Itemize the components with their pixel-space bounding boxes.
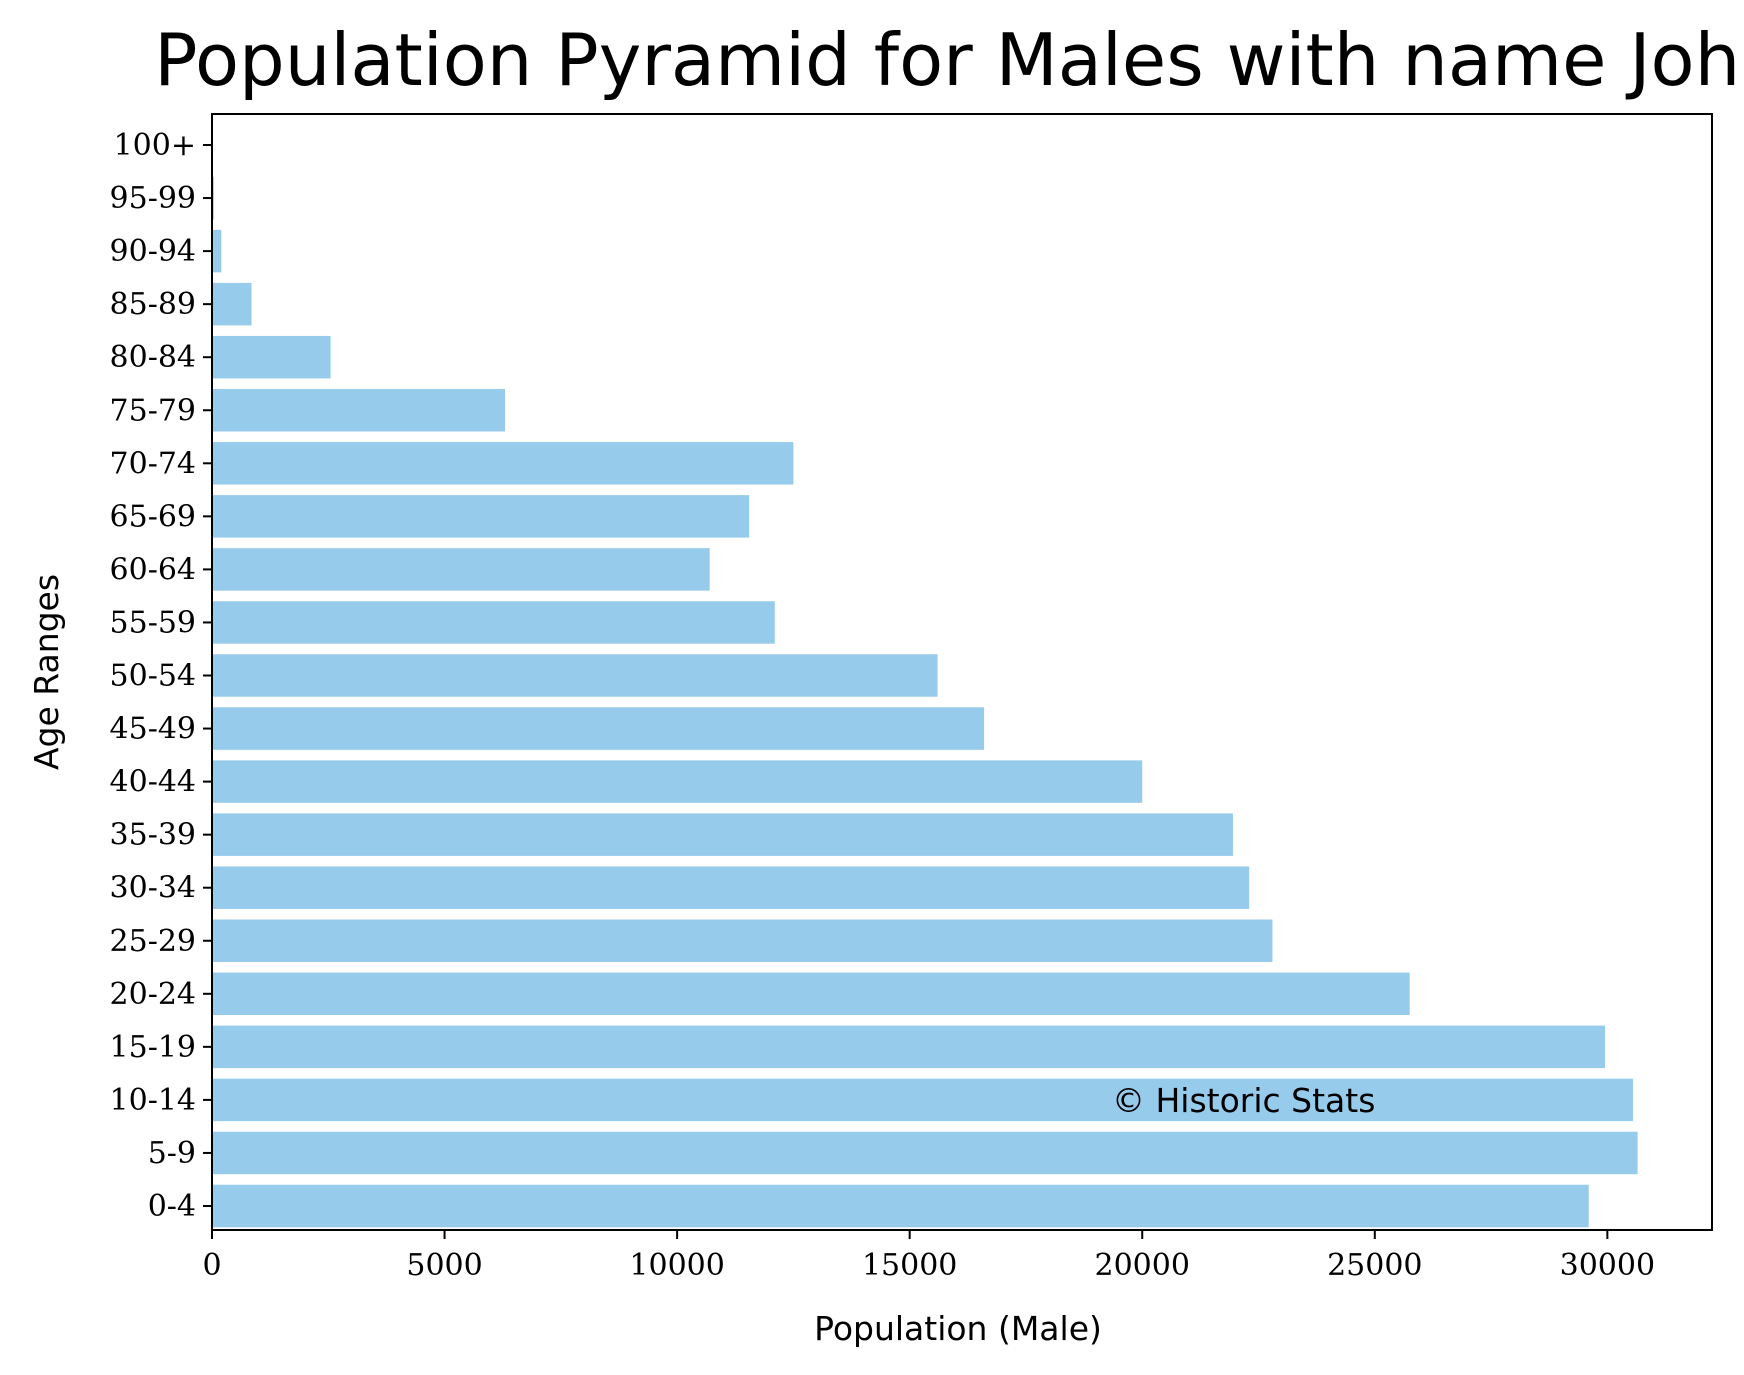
bars-layer xyxy=(212,123,1638,1228)
x-tick-label-10000: 10000 xyxy=(629,1248,724,1283)
bar-85-89 xyxy=(212,282,252,326)
y-tick-label-30-34: 30-34 xyxy=(110,871,196,906)
bar-75-79 xyxy=(212,389,506,432)
y-tick-label-35-39: 35-39 xyxy=(110,818,196,853)
y-tick-label-10-14: 10-14 xyxy=(110,1083,196,1118)
bar-55-59 xyxy=(212,601,775,644)
y-tick-label-50-54: 50-54 xyxy=(110,659,196,694)
bar-45-49 xyxy=(212,707,985,750)
y-tick-label-100+: 100+ xyxy=(114,128,196,163)
y-tick-label-0-4: 0-4 xyxy=(148,1189,196,1224)
y-tick-label-15-19: 15-19 xyxy=(110,1030,196,1065)
bar-65-69 xyxy=(212,495,750,538)
x-tick-label-5000: 5000 xyxy=(406,1248,482,1283)
bar-90-94 xyxy=(212,229,222,273)
bar-25-29 xyxy=(212,919,1273,962)
x-axis-label: Population (Male) xyxy=(814,1309,1102,1348)
y-tick-label-95-99: 95-99 xyxy=(110,181,196,216)
bar-10-14 xyxy=(212,1078,1633,1122)
y-axis: 0-4 5-9 10-14 15-19 20-24 25-29 30-34 35-39 40-4… xyxy=(110,128,212,1224)
y-tick-label-40-44: 40-44 xyxy=(110,765,196,800)
bar-70-74 xyxy=(212,442,794,485)
watermark-annotation: © Historic Stats xyxy=(1112,1081,1375,1120)
bar-80-84 xyxy=(212,335,331,379)
bar-0-4 xyxy=(212,1184,1589,1228)
bar-5-9 xyxy=(212,1131,1638,1175)
bar-40-44 xyxy=(212,760,1143,803)
y-tick-label-55-59: 55-59 xyxy=(110,605,196,640)
y-axis-label: Age Ranges xyxy=(27,574,66,770)
y-tick-label-75-79: 75-79 xyxy=(110,393,196,428)
y-tick-label-20-24: 20-24 xyxy=(110,977,196,1012)
plot-frame xyxy=(211,113,1713,1231)
x-tick-label-15000: 15000 xyxy=(862,1248,957,1283)
y-tick-label-65-69: 65-69 xyxy=(110,499,196,534)
x-tick-label-20000: 20000 xyxy=(1095,1248,1190,1283)
y-tick-label-60-64: 60-64 xyxy=(110,552,196,587)
chart-title: Population Pyramid for Males with name J… xyxy=(154,18,1744,102)
y-tick-label-85-89: 85-89 xyxy=(110,287,196,322)
x-tick-label-25000: 25000 xyxy=(1327,1248,1422,1283)
bar-50-54 xyxy=(212,654,938,697)
bar-15-19 xyxy=(212,1025,1606,1069)
y-tick-label-80-84: 80-84 xyxy=(110,340,196,375)
bar-20-24 xyxy=(212,972,1410,1016)
x-axis: 0 5000 10000 15000 20000 25000 30000 xyxy=(202,1230,1655,1283)
y-tick-label-5-9: 5-9 xyxy=(148,1136,196,1171)
bar-30-34 xyxy=(212,866,1250,909)
bar-35-39 xyxy=(212,813,1233,856)
x-tick-label-0: 0 xyxy=(202,1248,221,1283)
x-tick-label-30000: 30000 xyxy=(1560,1248,1655,1283)
y-tick-label-70-74: 70-74 xyxy=(110,446,196,481)
y-tick-label-25-29: 25-29 xyxy=(110,924,196,959)
bar-60-64 xyxy=(212,548,710,591)
y-tick-label-90-94: 90-94 xyxy=(110,234,196,269)
y-tick-label-45-49: 45-49 xyxy=(110,712,196,747)
